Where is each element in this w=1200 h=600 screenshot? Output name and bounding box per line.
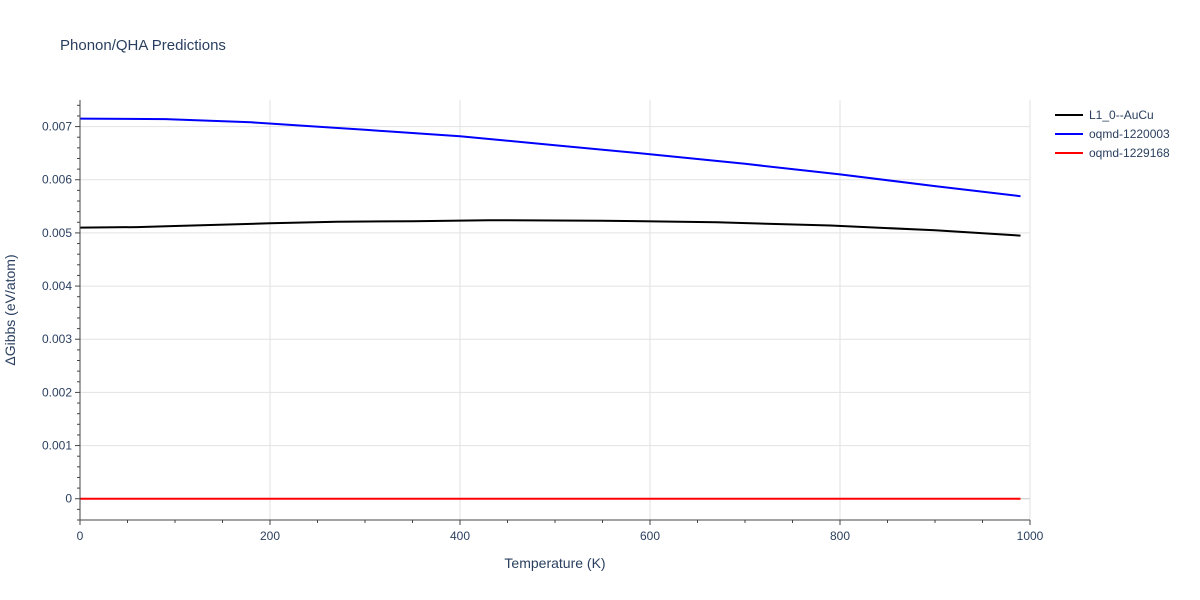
y-tick-label: 0.005 — [42, 226, 72, 240]
x-tick-label: 0 — [77, 529, 84, 543]
y-tick-label: 0.006 — [42, 173, 72, 187]
x-axis-title: Temperature (K) — [504, 555, 605, 571]
chart-title: Phonon/QHA Predictions — [60, 37, 226, 54]
legend-item[interactable]: oqmd-1229168 — [1055, 146, 1170, 160]
series-line — [79, 117, 1021, 198]
series-lines — [79, 117, 1021, 500]
y-tick-label: 0.003 — [42, 332, 72, 346]
legend-label: L1_0--AuCu — [1089, 108, 1154, 122]
y-tick-label: 0.007 — [42, 120, 72, 134]
gridlines — [80, 100, 1031, 520]
y-axis-title: ΔGibbs (eV/atom) — [2, 254, 18, 365]
y-tick-label: 0.001 — [42, 439, 72, 453]
legend-item[interactable]: oqmd-1220003 — [1055, 127, 1170, 141]
y-tick-label: 0.002 — [42, 385, 72, 399]
y-tick-label: 0.004 — [42, 279, 72, 293]
x-tick-label: 200 — [260, 529, 280, 543]
legend[interactable]: L1_0--AuCu oqmd-1220003 oqmd-1229168 — [1055, 108, 1170, 160]
series-line — [79, 219, 1021, 237]
y-tick-label: 0 — [65, 492, 72, 506]
x-tick-label: 400 — [450, 529, 470, 543]
x-tick-label: 600 — [640, 529, 660, 543]
legend-item[interactable]: L1_0--AuCu — [1055, 108, 1154, 122]
axes: 0 200 400 600 800 1000 0 0.001 0.002 0.003 0.004 0.… — [42, 100, 1044, 543]
legend-label: oqmd-1220003 — [1089, 127, 1170, 141]
x-tick-label: 1000 — [1017, 529, 1044, 543]
legend-label: oqmd-1229168 — [1089, 146, 1170, 160]
x-tick-label: 800 — [830, 529, 850, 543]
